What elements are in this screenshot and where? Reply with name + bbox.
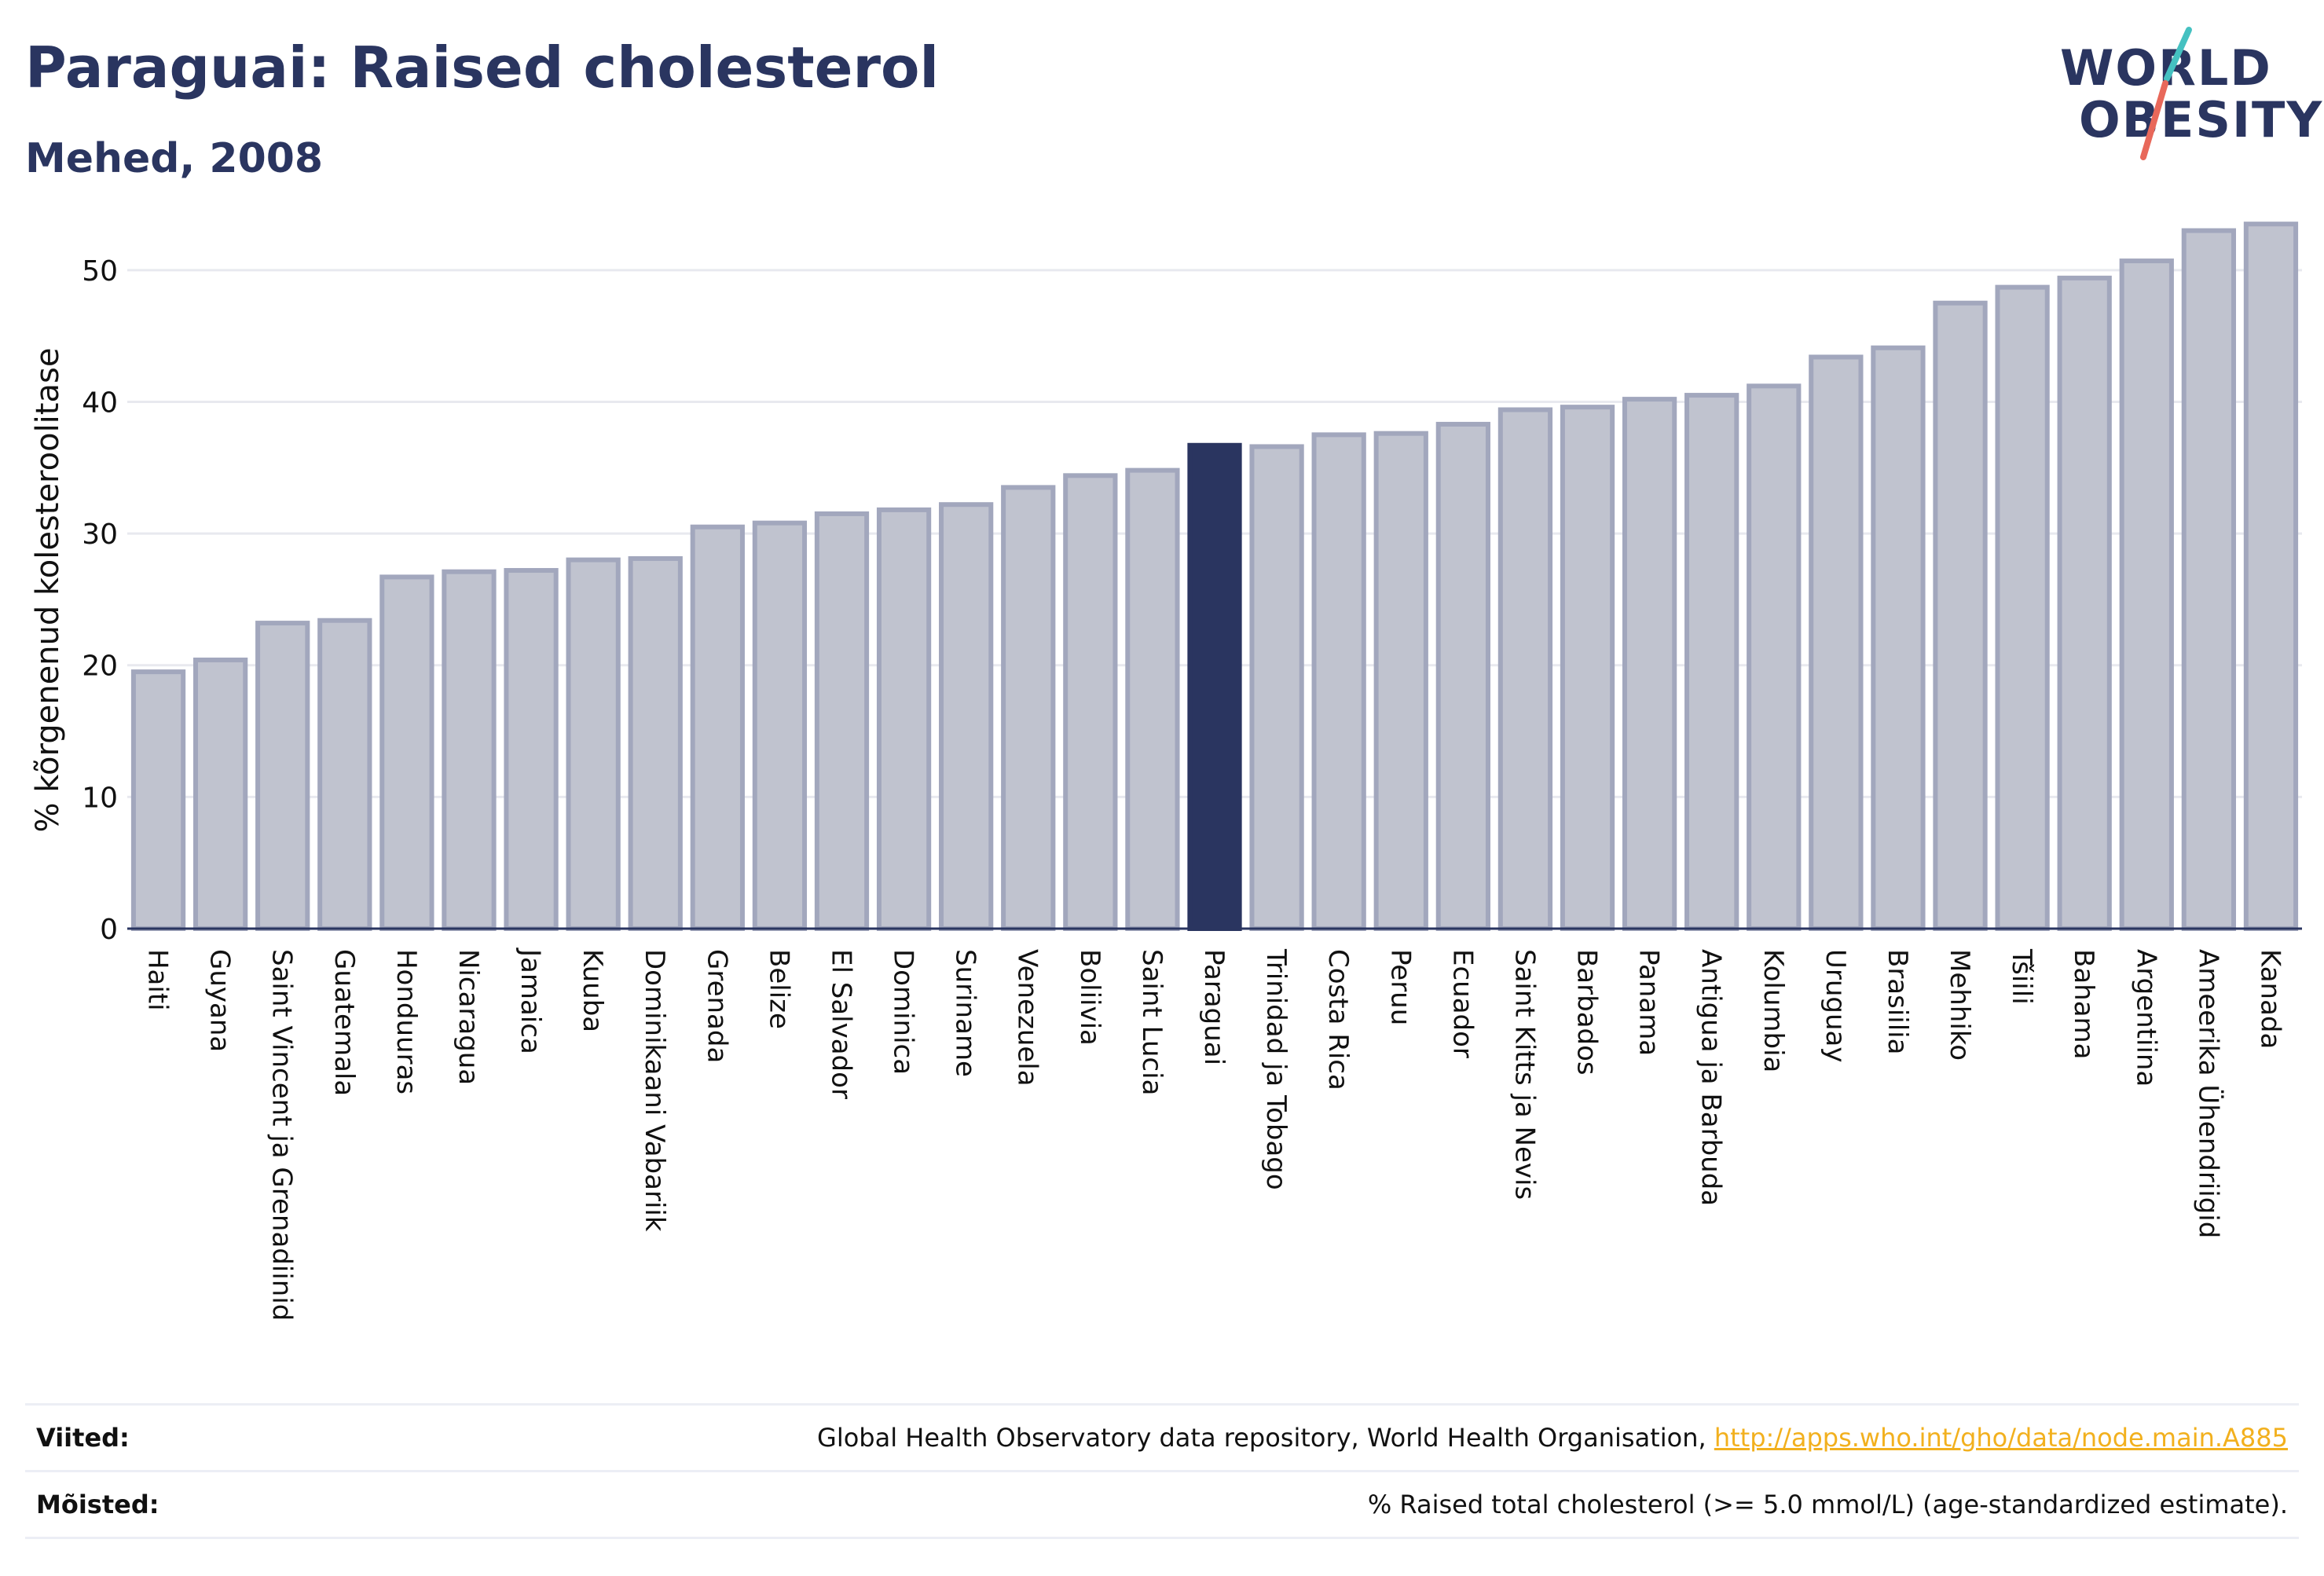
bar-ecuador[interactable] [1435, 421, 1490, 932]
bar-chart: 0 10 20 30 40 50 Haiti Guyana Saint Vincent ja … [30, 222, 2302, 1321]
x-tick-label: Kuuba [577, 949, 608, 1032]
bar-peruu[interactable] [1373, 431, 1428, 932]
x-tick-label: Tšiili [2006, 948, 2037, 1005]
bar-el-salvador[interactable] [814, 511, 870, 932]
chart-title: Paraguai: Raised cholesterol [25, 35, 940, 101]
bar-paraguai[interactable] [1187, 442, 1242, 931]
x-tick-label: Belize [763, 949, 794, 1029]
logo-word-obesity: OBESITY [2079, 91, 2324, 148]
x-tick-label: Ameerika Ühendriigid [2192, 949, 2224, 1238]
chart-footer: Viited: Global Health Observatory data r… [25, 1403, 2299, 1539]
bar-belize[interactable] [752, 520, 808, 931]
bar-barbados[interactable] [1560, 405, 1615, 932]
y-tick-label: 0 [100, 914, 118, 946]
bar-uruguay[interactable] [1809, 354, 1864, 931]
definitions-row: Mõisted: % Raised total cholesterol (>= … [25, 1470, 2299, 1539]
x-tick-label: Uruguay [1820, 949, 1851, 1063]
bar-venezuela[interactable] [1001, 485, 1056, 932]
y-tick-label: 20 [82, 651, 118, 683]
x-tick-label: Costa Rica [1322, 949, 1354, 1090]
x-tick-label: Barbados [1571, 949, 1603, 1076]
x-tick-label: Mehhiko [1944, 949, 1975, 1061]
bar-trinidad-ja-tobago[interactable] [1249, 444, 1304, 931]
bar-guatemala[interactable] [317, 618, 372, 931]
x-tick-label: Kanada [2254, 949, 2286, 1049]
x-tick-label: Antigua ja Barbuda [1695, 949, 1727, 1206]
bar-ameerika-hendriigid[interactable] [2181, 228, 2237, 931]
x-tick-label: Dominica [888, 949, 919, 1075]
logo-slash-icon [2140, 27, 2192, 160]
x-tick-label: Panama [1633, 949, 1665, 1056]
y-tick-label: 30 [82, 519, 118, 551]
world-obesity-logo: WORLD OBESITY [2051, 22, 2322, 163]
x-tick-label: Dominikaani Vabariik [639, 949, 670, 1232]
bar-dominikaani-vabariik[interactable] [628, 555, 683, 931]
bar-bahama[interactable] [2057, 275, 2112, 932]
y-tick-label: 50 [82, 255, 118, 288]
bar-argentiina[interactable] [2119, 258, 2174, 932]
x-tick-label: El Salvador [825, 949, 856, 1099]
bar-dominica[interactable] [876, 507, 932, 931]
x-tick-label: Venezuela [1012, 949, 1043, 1087]
bar-antigua-ja-barbuda[interactable] [1684, 393, 1739, 931]
x-tick-label: Argentiina [2130, 949, 2161, 1087]
references-link[interactable]: http://apps.who.int/gho/data/node.main.A… [1714, 1423, 2288, 1453]
bar-haiti[interactable] [130, 669, 186, 931]
x-tick-label: Peruu [1384, 949, 1416, 1025]
bar-grenada[interactable] [690, 524, 745, 931]
y-tick-label: 40 [82, 387, 118, 419]
bar-kanada[interactable] [2243, 222, 2299, 932]
bar-boliivia[interactable] [1063, 473, 1118, 931]
y-axis-ticks: 0 10 20 30 40 50 [82, 255, 118, 946]
bar-mehhiko[interactable] [1933, 300, 1988, 931]
bars [130, 222, 2299, 932]
x-tick-label: Jamaica [515, 947, 546, 1054]
definitions-value: % Raised total cholesterol (>= 5.0 mmol/… [1367, 1490, 2288, 1519]
bar-saint-vincent-ja-grenadiinid[interactable] [255, 621, 310, 931]
x-tick-label: Guyana [204, 949, 236, 1052]
bar-panama[interactable] [1622, 397, 1677, 931]
x-tick-label: Brasiilia [1882, 949, 1913, 1054]
chart-subtitle: Mehed, 2008 [25, 135, 324, 182]
references-text: Global Health Observatory data repositor… [817, 1423, 1714, 1453]
bar-saint-kitts-ja-nevis[interactable] [1497, 407, 1553, 931]
x-axis-labels: Haiti Guyana Saint Vincent ja Grenadiinid G… [142, 947, 2286, 1321]
bar-guyana[interactable] [192, 658, 248, 931]
bar-jamaica[interactable] [504, 568, 559, 931]
x-tick-label: Boliivia [1074, 949, 1105, 1046]
x-tick-label: Grenada [701, 949, 732, 1063]
x-tick-label: Guatemala [328, 949, 360, 1096]
references-label: Viited: [36, 1423, 130, 1453]
x-tick-label: Bahama [2068, 949, 2099, 1060]
x-tick-label: Honduuras [390, 949, 422, 1094]
x-tick-label: Saint Vincent ja Grenadiinid [266, 949, 298, 1321]
bar-honduuras[interactable] [379, 574, 434, 931]
references-row: Viited: Global Health Observatory data r… [25, 1403, 2299, 1470]
bar-saint-lucia[interactable] [1125, 467, 1180, 932]
x-tick-label: Haiti [142, 949, 174, 1011]
x-tick-label: Nicaragua [453, 949, 484, 1085]
x-tick-label: Saint Lucia [1136, 949, 1167, 1095]
x-tick-label: Suriname [950, 949, 981, 1077]
references-value: Global Health Observatory data repositor… [817, 1423, 2288, 1453]
definitions-label: Mõisted: [36, 1490, 159, 1519]
bar-kolumbia[interactable] [1747, 383, 1802, 931]
y-axis-label: % kõrgenenud kolesteroolitase [30, 348, 66, 833]
x-tick-label: Saint Kitts ja Nevis [1508, 949, 1540, 1200]
bar-costa-rica[interactable] [1311, 432, 1366, 931]
bar-suriname[interactable] [939, 502, 994, 931]
x-tick-label: Kolumbia [1758, 949, 1789, 1072]
x-tick-label: Paraguai [1198, 949, 1230, 1065]
bar-brasiilia[interactable] [1871, 345, 1926, 931]
y-tick-label: 10 [82, 782, 118, 814]
x-tick-label: Ecuador [1446, 949, 1478, 1058]
bar-kuuba[interactable] [566, 557, 621, 931]
x-tick-label: Trinidad ja Tobago [1260, 948, 1292, 1190]
bar-nicaragua[interactable] [442, 569, 497, 931]
bar-t-iili[interactable] [1995, 284, 2050, 932]
